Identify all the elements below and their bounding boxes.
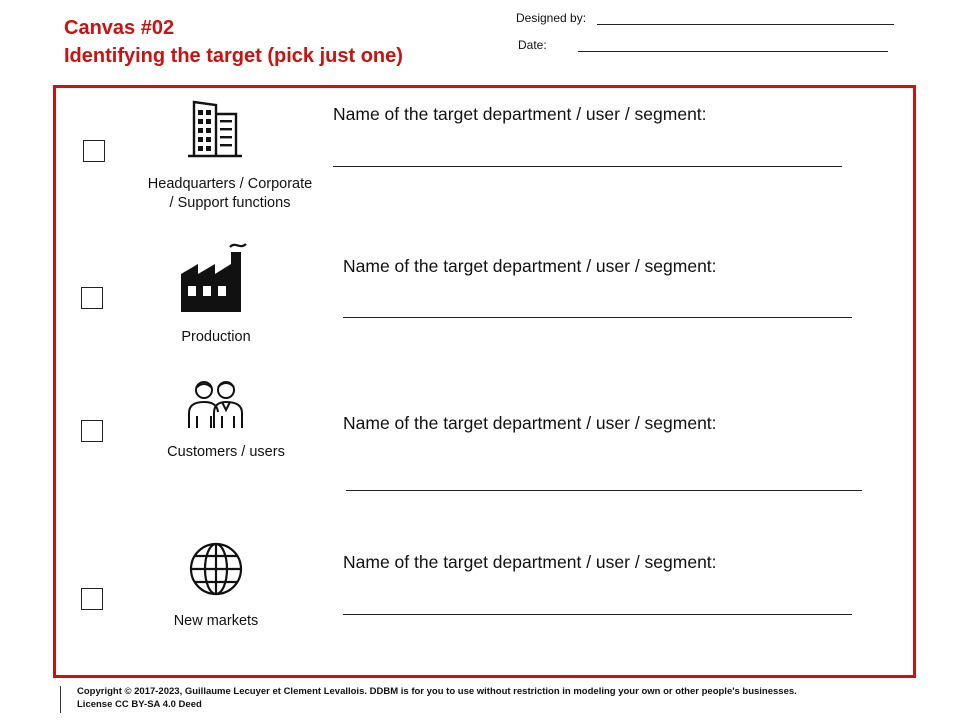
field-label-headquarters: Name of the target department / user / s… [333,104,707,124]
factory-icon [181,243,247,312]
target-input-production[interactable] [343,317,852,318]
target-options-frame [53,85,916,678]
checkbox-new-markets[interactable] [81,588,103,610]
label-production: Production [181,329,251,345]
footer-divider [60,686,61,713]
label-customers: Customers / users [167,444,285,460]
field-label-customers: Name of the target department / user / s… [343,413,717,433]
label-headquarters: Headquarters / Corporate / Support funct… [147,176,313,211]
target-input-customers[interactable] [346,490,862,491]
checkbox-customers[interactable] [81,420,103,442]
field-label-production: Name of the target department / user / s… [343,256,717,276]
footer-copyright: Copyright © 2017-2023, Guillaume Lecuyer… [77,686,797,697]
canvas-subtitle: Identifying the target (pick just one) [64,45,403,67]
globe-icon [189,542,243,596]
footer-license: License CC BY-SA 4.0 Deed [77,699,202,710]
checkbox-headquarters[interactable] [83,140,105,162]
date-field[interactable] [578,51,888,52]
field-label-new-markets: Name of the target department / user / s… [343,552,717,572]
label-new-markets: New markets [173,613,259,629]
target-input-new-markets[interactable] [343,614,852,615]
people-icon [188,381,243,428]
canvas-number-title: Canvas #02 [64,17,175,39]
date-label: Date: [518,38,547,52]
checkbox-production[interactable] [81,287,103,309]
target-input-headquarters[interactable] [333,166,842,167]
designed-by-label: Designed by: [516,11,587,25]
designed-by-field[interactable] [597,24,894,25]
office-building-icon [188,100,242,158]
